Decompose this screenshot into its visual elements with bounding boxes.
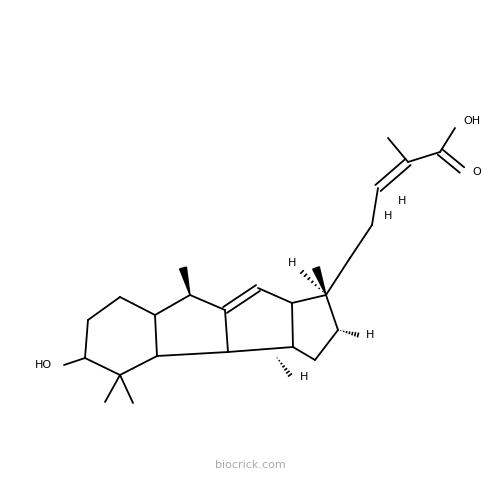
Text: H: H <box>398 196 406 206</box>
Polygon shape <box>312 267 326 295</box>
Text: H: H <box>288 258 296 268</box>
Text: H: H <box>366 330 374 340</box>
Text: O: O <box>472 167 481 177</box>
Text: OH: OH <box>463 116 480 126</box>
Text: HO: HO <box>35 360 52 370</box>
Text: H: H <box>384 211 392 221</box>
Text: biocrick.com: biocrick.com <box>214 460 286 470</box>
Text: H: H <box>300 372 308 382</box>
Polygon shape <box>180 267 190 295</box>
